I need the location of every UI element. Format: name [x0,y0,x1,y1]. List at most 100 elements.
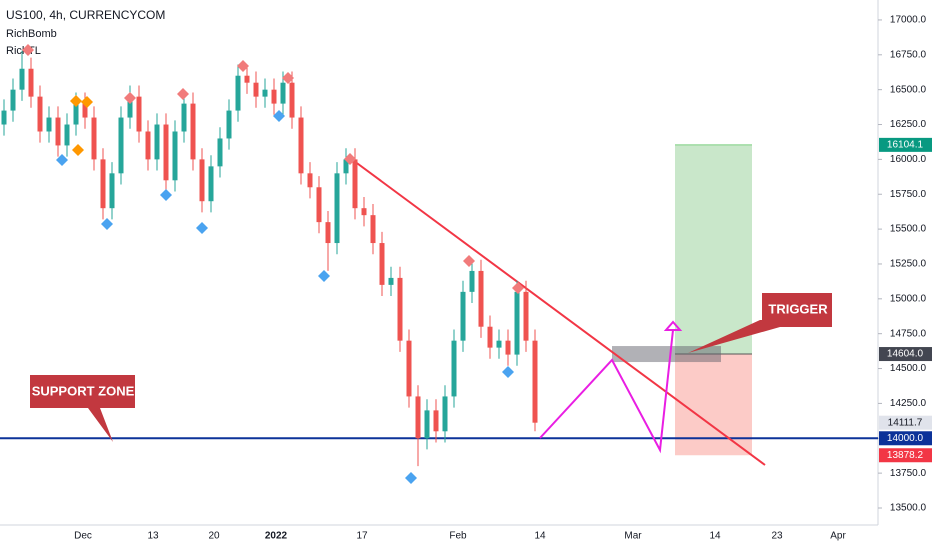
projection-path [539,329,674,454]
candle-body [100,159,106,209]
candle-body [352,159,358,209]
price-label: 14111.7 [888,417,923,428]
candle-body [55,117,61,146]
callout [30,375,135,442]
candle-body [226,110,232,139]
candle-body [235,75,241,111]
candle-body [316,187,322,223]
price-label: 16104.1 [887,140,924,151]
candle-body [343,159,349,174]
candle-body [424,410,430,439]
candle-body [19,68,25,90]
x-tick-label: Dec [74,531,92,542]
candle-body [271,89,277,104]
candle-body [127,96,133,118]
candle-body [523,291,529,341]
price-label-bg [879,448,932,463]
candle-body [10,89,16,111]
y-tick-label: 15250.0 [890,259,927,270]
x-tick-label: Apr [830,531,846,542]
price-label-bg [879,137,932,152]
candle-body [64,124,70,146]
candle-body [505,340,511,355]
x-tick-label: 13 [147,531,159,542]
price-label: 14604.0 [887,349,924,360]
sell-markers [22,44,524,294]
x-tick-label: Mar [624,531,642,542]
candle-body [406,340,412,397]
candle-body [199,159,205,202]
candle-body [334,173,340,244]
candle-body [451,340,457,397]
y-tick-label: 15750.0 [890,189,927,200]
stop-zone [675,354,752,456]
candle-body [487,326,493,348]
y-tick-label: 13500.0 [890,503,927,514]
candle-body [190,103,196,160]
candle-body [379,243,385,285]
x-tick-label: 20 [208,531,220,542]
candle-body [46,117,52,132]
y-tick-label: 13750.0 [890,468,927,479]
y-tick-label: 17000.0 [890,15,927,26]
candle-body [298,117,304,174]
y-tick-label: 16000.0 [890,154,927,165]
candle-body [163,124,169,181]
callout [688,293,832,353]
price-label-bg [879,347,932,362]
chart-title: US100, 4h, CURRENCYCOM [6,8,165,22]
candle-body [82,103,88,118]
y-tick-label: 16750.0 [890,49,927,60]
candle-body [532,340,538,423]
candle-body [217,138,223,167]
y-tick-label: 16250.0 [890,119,927,130]
target-zone [675,144,752,355]
x-tick-label: 17 [356,531,368,542]
x-tick-label: 14 [534,531,546,542]
y-tick-label: 15000.0 [890,293,927,304]
annotation: TRIGGER [768,301,828,316]
projection-arrow [663,320,683,331]
y-tick-label: 15500.0 [890,224,927,235]
candle-body [388,277,394,285]
indicator-name: RichBomb [6,28,57,40]
x-tick-label: 23 [771,531,783,542]
candle-body [397,277,403,341]
candle-body [1,110,7,125]
plot [0,50,878,467]
buy-markers [56,110,514,484]
candle-body [289,82,295,118]
candle-body [172,131,178,181]
warn-markers [70,95,93,156]
candle-body [415,396,421,439]
price-label-bg [879,431,932,446]
y-tick-label: 14250.0 [890,398,927,409]
candle-body [136,96,142,132]
candle-body [181,103,187,132]
candle-body [208,166,214,202]
price-label: 13878.2 [887,450,924,461]
candle-body [28,68,34,97]
candle-body [460,291,466,341]
candle-body [307,173,313,188]
y-tick-label: 16500.0 [890,84,927,95]
trend-line [349,157,766,466]
candle-body [469,270,475,292]
price-label-bg [879,415,932,430]
candle-body [478,270,484,327]
trigger-zone [612,346,721,363]
candle-body [73,103,79,125]
candle-body [109,173,115,209]
y-tick-label: 14500.0 [890,363,927,374]
candle-body [496,340,502,348]
x-tick-label: 2022 [265,531,288,542]
candle-body [370,215,376,244]
candle-body [244,75,250,83]
x-tick-label: Feb [449,531,467,542]
candle-body [280,82,286,104]
x-tick-label: 14 [709,531,721,542]
price-label: 14000.0 [887,433,924,444]
candle-body [325,222,331,244]
